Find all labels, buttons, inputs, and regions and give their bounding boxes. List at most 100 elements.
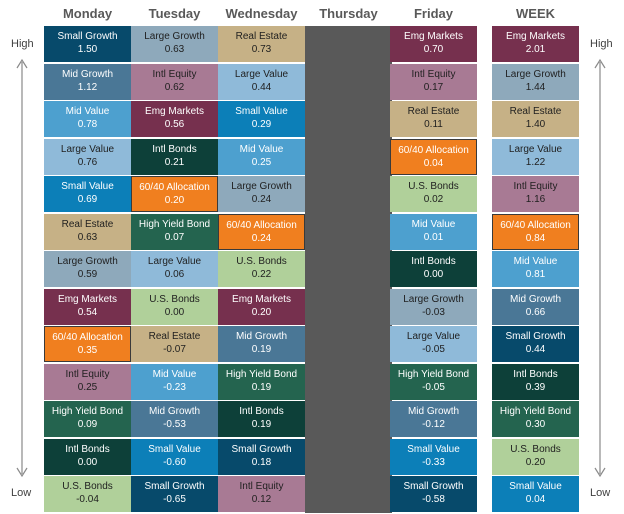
return-value: 0.62 bbox=[164, 81, 185, 93]
return-value: 1.16 bbox=[525, 194, 546, 205]
asset-class-name: Small Growth bbox=[57, 31, 118, 42]
cell-tuesday-small-growth: Small Growth -0.65 bbox=[131, 476, 218, 512]
return-value: 0.20 bbox=[251, 306, 272, 318]
return-value: 0.18 bbox=[251, 456, 272, 468]
return-value: 0.76 bbox=[77, 156, 98, 168]
cell-monday-real-estate: Real Estate 0.63 bbox=[44, 213, 131, 250]
return-value: -0.65 bbox=[163, 494, 186, 505]
asset-class-name: Large Growth bbox=[231, 181, 292, 192]
cell-wednesday-intl-equity: Intl Equity 0.12 bbox=[218, 476, 305, 512]
header-friday: Friday bbox=[413, 6, 453, 21]
return-value: 0.19 bbox=[251, 419, 272, 430]
return-value: -0.03 bbox=[422, 306, 445, 318]
cell-monday-emg-markets: Emg Markets 0.54 bbox=[44, 288, 131, 325]
cell-week-high-yield-bond: High Yield Bond 0.30 bbox=[492, 401, 579, 437]
asset-class-name: Small Value bbox=[509, 481, 562, 492]
return-value: -0.23 bbox=[163, 381, 186, 393]
cell-friday-high-yield-bond: High Yield Bond -0.05 bbox=[390, 363, 477, 400]
return-value: 0.70 bbox=[423, 44, 444, 55]
return-value: 0.02 bbox=[423, 194, 444, 205]
asset-class-name: Small Growth bbox=[144, 481, 205, 492]
low-label-left: Low bbox=[11, 487, 32, 499]
asset-class-name: Intl Bonds bbox=[152, 143, 197, 155]
left-axis-arrow bbox=[16, 58, 28, 478]
asset-class-name: High Yield Bond bbox=[397, 368, 470, 380]
asset-class-name: Mid Growth bbox=[61, 68, 114, 80]
return-value: 0.01 bbox=[423, 231, 444, 243]
return-value: 0.00 bbox=[77, 456, 98, 468]
cell-wednesday-emg-markets: Emg Markets 0.20 bbox=[218, 288, 305, 325]
return-value: 0.04 bbox=[525, 494, 546, 505]
asset-class-name: Small Growth bbox=[505, 331, 566, 342]
return-value: 0.73 bbox=[251, 44, 272, 55]
asset-class-name: Small Value bbox=[148, 443, 201, 455]
return-value: 0.59 bbox=[77, 269, 98, 280]
asset-class-name: Real Estate bbox=[148, 331, 201, 342]
asset-class-name: Real Estate bbox=[61, 218, 114, 230]
low-label-right: Low bbox=[590, 487, 611, 499]
asset-class-name: Real Estate bbox=[407, 106, 460, 117]
cell-wednesday-mid-growth: Mid Growth 0.19 bbox=[218, 326, 305, 362]
asset-class-name: Emg Markets bbox=[232, 293, 291, 305]
asset-class-name: U.S. Bonds bbox=[149, 293, 200, 305]
asset-class-name: High Yield Bond bbox=[499, 406, 572, 417]
asset-class-name: Large Growth bbox=[403, 293, 464, 305]
cell-week-large-value: Large Value 1.22 bbox=[492, 138, 579, 175]
cell-wednesday-large-value: Large Value 0.44 bbox=[218, 63, 305, 100]
asset-class-name: 60/40 Allocation bbox=[226, 219, 297, 231]
cell-friday-large-value: Large Value -0.05 bbox=[390, 326, 477, 362]
asset-class-name: Mid Value bbox=[65, 106, 110, 117]
return-value: 0.20 bbox=[164, 195, 185, 206]
return-value: 1.12 bbox=[77, 81, 98, 93]
high-label-right: High bbox=[590, 38, 613, 50]
cell-week-intl-bonds: Intl Bonds 0.39 bbox=[492, 363, 579, 400]
return-value: 0.63 bbox=[77, 231, 98, 243]
cell-tuesday-emg-markets: Emg Markets 0.56 bbox=[131, 101, 218, 137]
return-value: -0.58 bbox=[422, 494, 445, 505]
asset-class-name: Large Value bbox=[234, 68, 289, 80]
column-thursday-empty bbox=[305, 26, 392, 513]
asset-class-name: Emg Markets bbox=[404, 31, 463, 42]
cell-tuesday-u-s-bonds: U.S. Bonds 0.00 bbox=[131, 288, 218, 325]
cell-week-intl-equity: Intl Equity 1.16 bbox=[492, 176, 579, 212]
return-value: 0.11 bbox=[424, 119, 443, 130]
asset-class-name: U.S. Bonds bbox=[408, 181, 459, 192]
right-axis-arrow bbox=[594, 58, 606, 478]
return-value: 0.06 bbox=[164, 269, 185, 280]
cell-friday-small-growth: Small Growth -0.58 bbox=[390, 476, 477, 512]
cell-week-real-estate: Real Estate 1.40 bbox=[492, 101, 579, 137]
return-value: 0.07 bbox=[164, 231, 185, 243]
asset-class-name: Large Growth bbox=[57, 256, 118, 267]
asset-class-name: Mid Growth bbox=[509, 293, 562, 305]
return-value: 0.00 bbox=[423, 269, 444, 280]
return-value: 1.22 bbox=[525, 156, 546, 168]
return-value: 0.04 bbox=[423, 157, 444, 169]
cell-tuesday-mid-growth: Mid Growth -0.53 bbox=[131, 401, 218, 437]
asset-class-name: Mid Value bbox=[239, 143, 284, 155]
cell-friday-mid-growth: Mid Growth -0.12 bbox=[390, 401, 477, 437]
cell-week-mid-growth: Mid Growth 0.66 bbox=[492, 288, 579, 325]
asset-class-name: Large Growth bbox=[505, 68, 566, 80]
cell-wednesday-large-growth: Large Growth 0.24 bbox=[218, 176, 305, 212]
asset-class-name: Mid Value bbox=[513, 256, 558, 267]
header-wednesday: Wednesday bbox=[225, 6, 298, 21]
return-value: -0.05 bbox=[422, 381, 445, 393]
return-value: 2.01 bbox=[525, 44, 546, 55]
asset-class-name: Large Value bbox=[508, 143, 563, 155]
asset-class-name: Intl Bonds bbox=[411, 256, 456, 267]
asset-class-name: 60/40 Allocation bbox=[52, 332, 123, 343]
asset-class-name: Emg Markets bbox=[58, 293, 117, 305]
cell-friday-small-value: Small Value -0.33 bbox=[390, 438, 477, 475]
cell-friday-mid-value: Mid Value 0.01 bbox=[390, 213, 477, 250]
asset-class-name: Real Estate bbox=[235, 31, 288, 42]
return-value: 0.19 bbox=[251, 344, 272, 355]
return-value: -0.05 bbox=[422, 344, 445, 355]
return-value: -0.60 bbox=[163, 456, 186, 468]
cell-wednesday-high-yield-bond: High Yield Bond 0.19 bbox=[218, 363, 305, 400]
cell-tuesday-real-estate: Real Estate -0.07 bbox=[131, 326, 218, 362]
cell-tuesday-mid-value: Mid Value -0.23 bbox=[131, 363, 218, 400]
asset-class-name: Intl Bonds bbox=[65, 443, 110, 455]
return-value: 0.25 bbox=[77, 381, 98, 393]
cell-monday-60-40-allocation: 60/40 Allocation 0.35 bbox=[44, 326, 131, 362]
cell-friday-emg-markets: Emg Markets 0.70 bbox=[390, 26, 477, 62]
